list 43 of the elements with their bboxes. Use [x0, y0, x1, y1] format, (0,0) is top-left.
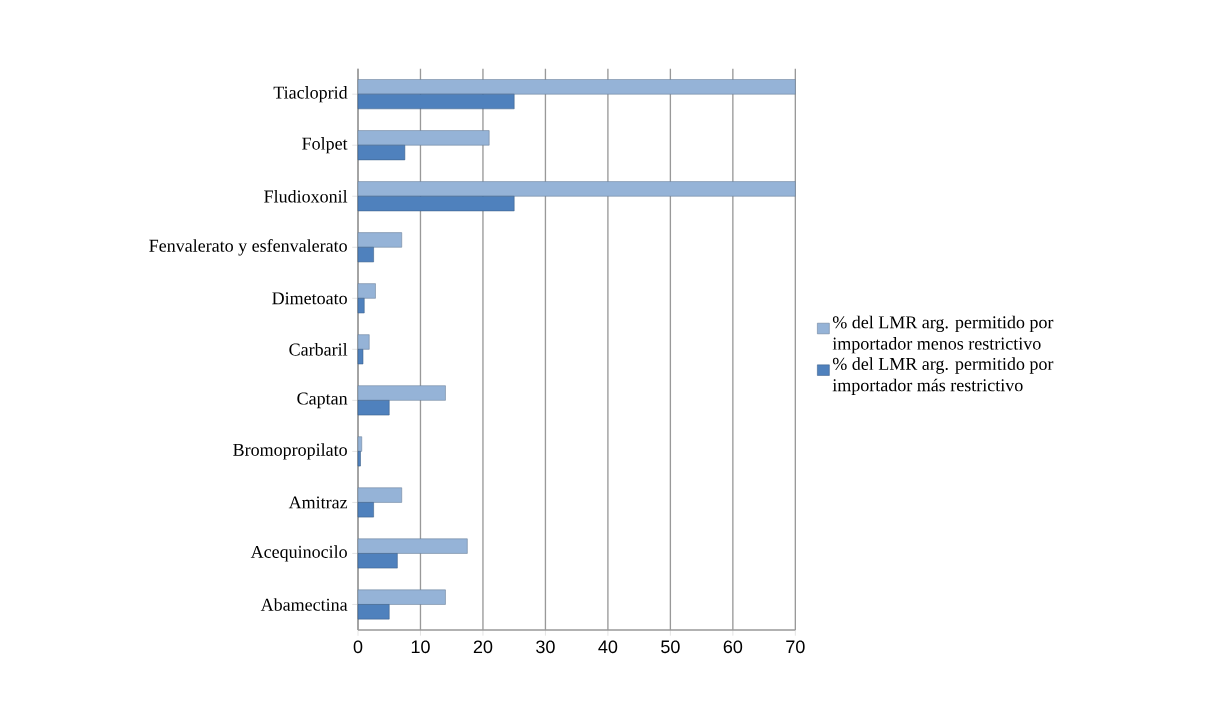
bar	[357, 604, 390, 620]
y-tick-label: Dimetoato	[272, 292, 347, 305]
x-tick-label: 60	[723, 640, 743, 653]
y-tick-label: Acequinocilo	[250, 545, 347, 562]
bar	[357, 399, 390, 416]
x-tick-label: 10	[411, 640, 430, 653]
y-tick-label: Fludioxonil	[264, 189, 348, 203]
bar	[357, 348, 364, 365]
x-tick-label: 70	[786, 640, 805, 653]
bar	[357, 246, 374, 263]
y-tick-label: Abamectina	[260, 598, 348, 611]
x-tick-label: 30	[536, 640, 555, 653]
bar	[357, 297, 365, 314]
bar	[357, 553, 398, 569]
y-tick-label: Captan	[297, 392, 348, 409]
bar	[357, 79, 796, 95]
y-tick-label: Fenvalerato y esfenvalerato	[149, 238, 347, 256]
bar	[357, 385, 446, 401]
legend-label: % del LMR arg. permitido por importador más restrictivo	[832, 357, 1054, 395]
bar	[357, 538, 468, 554]
bar	[357, 450, 361, 467]
bar	[357, 334, 370, 350]
bar	[357, 283, 376, 299]
bar	[357, 502, 374, 518]
y-tick-label: Bromopropilato	[233, 443, 347, 460]
bar	[357, 589, 446, 605]
legend-label: % del LMR arg. permitido por importador menos restrictivo	[832, 315, 1054, 354]
y-tick-label: Folpet	[302, 136, 348, 154]
bar	[357, 144, 406, 160]
x-tick-label: 40	[598, 640, 618, 653]
x-tick-label: 20	[473, 640, 493, 653]
bar	[357, 93, 515, 109]
bar	[357, 232, 403, 248]
bar	[357, 487, 403, 503]
x-tick-label: 50	[661, 640, 680, 653]
bar	[357, 130, 490, 146]
bar	[357, 195, 515, 212]
bar	[357, 436, 363, 452]
x-tick-label: 0	[353, 640, 363, 653]
y-tick-label: Amitraz	[288, 496, 348, 509]
y-tick-label: Carbaril	[289, 342, 348, 356]
bar	[357, 181, 796, 197]
y-tick-label: Tiacloprid	[273, 85, 348, 103]
